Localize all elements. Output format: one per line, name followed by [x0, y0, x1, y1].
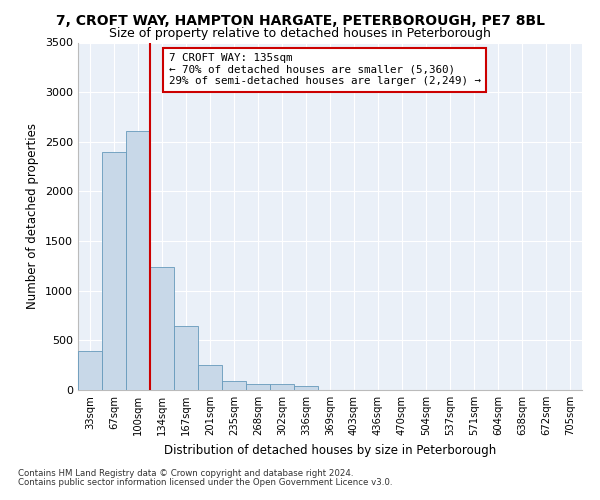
- Y-axis label: Number of detached properties: Number of detached properties: [26, 123, 40, 309]
- Text: Contains HM Land Registry data © Crown copyright and database right 2024.: Contains HM Land Registry data © Crown c…: [18, 469, 353, 478]
- Bar: [78, 352, 102, 390]
- Bar: [174, 326, 198, 390]
- Text: 7 CROFT WAY: 135sqm
← 70% of detached houses are smaller (5,360)
29% of semi-det: 7 CROFT WAY: 135sqm ← 70% of detached ho…: [169, 53, 481, 86]
- Text: 7, CROFT WAY, HAMPTON HARGATE, PETERBOROUGH, PE7 8BL: 7, CROFT WAY, HAMPTON HARGATE, PETERBORO…: [56, 14, 545, 28]
- Bar: [198, 364, 222, 390]
- Bar: [246, 384, 270, 390]
- Bar: [294, 386, 318, 390]
- Bar: [126, 131, 150, 390]
- Bar: [150, 267, 174, 390]
- Bar: [102, 152, 126, 390]
- Bar: [222, 380, 246, 390]
- X-axis label: Distribution of detached houses by size in Peterborough: Distribution of detached houses by size …: [164, 444, 496, 456]
- Bar: [270, 384, 294, 390]
- Text: Contains public sector information licensed under the Open Government Licence v3: Contains public sector information licen…: [18, 478, 392, 487]
- Text: Size of property relative to detached houses in Peterborough: Size of property relative to detached ho…: [109, 28, 491, 40]
